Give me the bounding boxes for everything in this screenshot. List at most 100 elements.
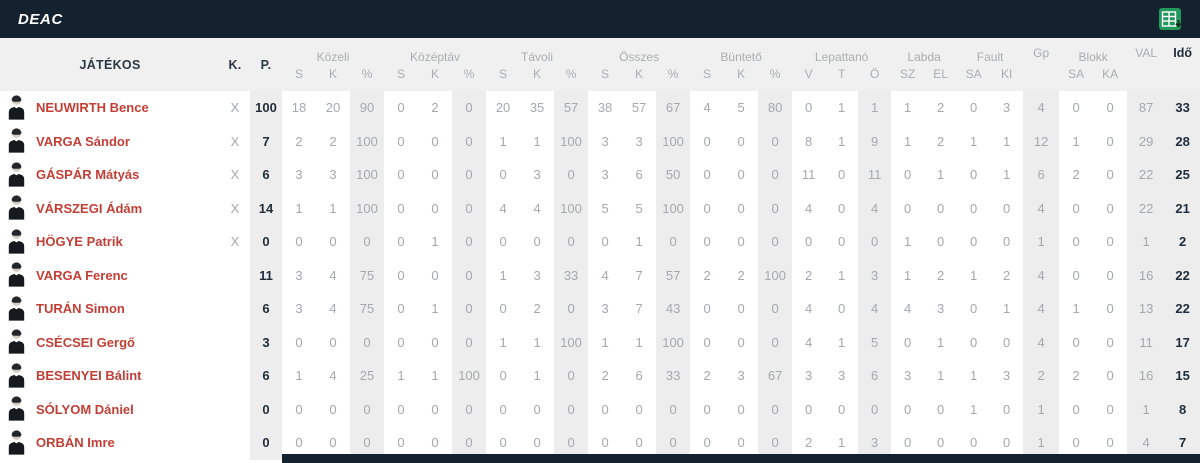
stat-cell: 100 [554, 191, 589, 225]
stat-cell: 3 [737, 368, 745, 384]
stat-cell: 0 [937, 234, 945, 250]
stat-cell: 2 [703, 267, 711, 283]
stat-cell: 4 [805, 200, 813, 216]
stat-cell: 0 [1072, 401, 1080, 417]
starter-flag [220, 393, 250, 427]
player-name-link[interactable]: GÁSPÁR Mátyás [36, 167, 140, 183]
stat-cell: 1 [904, 100, 912, 116]
stat-cell: 0 [295, 334, 303, 350]
player-name-link[interactable]: BESENYEI Bálint [36, 368, 142, 384]
stat-cell: 0 [1106, 301, 1114, 317]
starter-flag: X [230, 200, 240, 216]
player-name-link[interactable]: NEUWIRTH Bence [36, 100, 149, 116]
stat-cell: 1 [970, 401, 978, 417]
starter-flag [220, 426, 250, 460]
stat-cell: 0 [838, 167, 846, 183]
stat-cell: 16 [1127, 359, 1166, 393]
excel-export-icon[interactable] [1157, 6, 1184, 33]
player-name-link[interactable]: SÓLYOM Dániel [36, 401, 134, 417]
col-header-k: K. [220, 38, 251, 91]
stat-cell: 2 [703, 368, 711, 384]
stat-cell: 15 [1165, 359, 1200, 393]
starter-flag [220, 292, 250, 326]
stat-cell: 57 [554, 91, 589, 125]
table-row: ORBÁN Imre 0 0 0 0 0 0 0 0 0 0 0 0 0 0 0 0 2 1 3 0 0 0 0 1 0 0 4 7 [0, 426, 1200, 460]
stat-cell: 4 [1023, 258, 1060, 292]
stat-cell: 0 [758, 158, 793, 192]
stat-cell: 12 [1023, 124, 1060, 158]
player-name-link[interactable]: CSÉCSEI Gergő [36, 334, 135, 350]
group-header-7: Fault [957, 38, 1024, 64]
stat-cell: 0 [329, 401, 337, 417]
top-bar: DEAC [0, 0, 1200, 38]
stat-cell: 0 [656, 392, 691, 426]
player-avatar-icon [0, 292, 30, 326]
stat-cell: 4 [329, 368, 337, 384]
subcol-header: S [690, 64, 725, 91]
stat-cell: 100 [452, 359, 487, 393]
stat-cell: 1 [1127, 225, 1166, 259]
stat-cell: 2 [937, 100, 945, 116]
stat-cell: 2 [1072, 167, 1080, 183]
table-row: GÁSPÁR Mátyás X 6 3 3 100 0 0 0 0 3 0 3 6 50 0 0 0 11 0 11 0 1… [0, 158, 1200, 192]
stat-cell: 100 [350, 158, 385, 192]
stat-cell: 1 [858, 91, 892, 125]
player-name-link[interactable]: VARGA Ferenc [36, 267, 128, 283]
stat-cell: 0 [452, 325, 487, 359]
table-row: TURÁN Simon 6 3 4 75 0 1 0 0 2 0 3 7 43 0 0 0 4 0 4 4 3 0 1 4 1 0 1… [0, 292, 1200, 326]
stat-cell: 1 [838, 334, 846, 350]
stat-cell: 0 [533, 435, 541, 451]
stat-cell: 0 [397, 435, 405, 451]
stat-cell: 0 [329, 234, 337, 250]
stat-cell: 28 [1165, 124, 1200, 158]
player-name-link[interactable]: ORBÁN Imre [36, 435, 115, 451]
stat-cell: 5 [858, 325, 892, 359]
table-row: HÖGYE Patrik X 0 0 0 0 0 1 0 0 0 0 0 1 0 0 0 0 0 0 0 1 0 0 0 1 0 0 1… [0, 225, 1200, 259]
player-name-link[interactable]: HÖGYE Patrik [36, 234, 123, 250]
stat-cell: 0 [533, 234, 541, 250]
points-cell: 100 [250, 91, 283, 125]
player-name-link[interactable]: TURÁN Simon [36, 301, 125, 317]
stat-cell: 0 [1106, 435, 1114, 451]
subcol-header: SA [957, 64, 991, 91]
player-name-link[interactable]: VÁRSZEGI Ádám [36, 200, 143, 216]
player-name-link[interactable]: VARGA Sándor [36, 133, 130, 149]
subcol-header: Ö [858, 64, 892, 91]
stat-cell: 3 [295, 267, 303, 283]
stat-cell: 8 [1165, 392, 1200, 426]
stat-cell: 43 [656, 292, 691, 326]
subcol-header: S [282, 64, 317, 91]
stat-cell: 6 [635, 167, 643, 183]
stat-cell: 17 [1165, 325, 1200, 359]
stat-cell: 33 [1165, 91, 1200, 125]
stat-cell: 0 [1106, 368, 1114, 384]
stat-cell: 21 [1165, 191, 1200, 225]
stat-cell: 0 [431, 167, 439, 183]
stat-cell: 0 [499, 435, 507, 451]
col-header-jatekos: JÁTÉKOS [0, 38, 221, 91]
stat-cell: 0 [554, 426, 589, 460]
points-cell: 6 [250, 292, 283, 326]
stat-cell: 2 [533, 301, 541, 317]
points-cell: 0 [250, 426, 283, 460]
stat-cell: 0 [703, 200, 711, 216]
player-avatar-icon [0, 158, 30, 192]
stat-cell: 0 [737, 401, 745, 417]
stat-cell: 2 [737, 267, 745, 283]
starter-flag [220, 259, 250, 293]
subcol-header: K [520, 64, 555, 91]
stat-cell: 0 [737, 334, 745, 350]
team-tab-deac[interactable]: DEAC [18, 10, 63, 28]
points-cell: 7 [250, 124, 283, 158]
stat-cell: 0 [431, 401, 439, 417]
stat-cell: 0 [533, 401, 541, 417]
subcol-header: % [656, 64, 691, 91]
stat-cell: 80 [758, 91, 793, 125]
subcol-header: S [486, 64, 521, 91]
stat-cell: 0 [452, 191, 487, 225]
stat-cell: 0 [350, 392, 385, 426]
stat-cell: 0 [397, 334, 405, 350]
stat-cell: 0 [937, 200, 945, 216]
stat-cell: 0 [838, 200, 846, 216]
